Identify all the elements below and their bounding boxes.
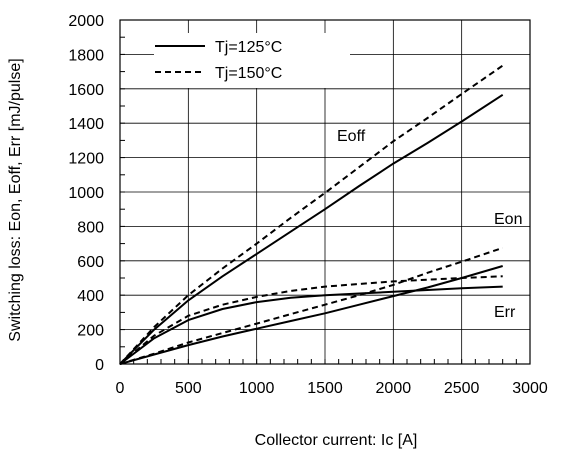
y-tick-label-200: 200 (77, 323, 104, 340)
series-line-err-150 (119, 275, 503, 365)
x-tick-label-2500: 2500 (444, 380, 480, 397)
legend: Tj=125°C Tj=150°C (154, 33, 350, 88)
y-axis-tick-labels: 0 200 400 600 800 1000 1200 1400 1600 1800 2000 (68, 13, 104, 374)
x-tick-label-500: 500 (175, 380, 202, 397)
y-axis-label: Switching loss: Eon, Eoff, Err [mJ/pulse… (7, 58, 24, 341)
y-tick-label-2000: 2000 (68, 13, 104, 30)
series-line-err-125 (119, 285, 503, 365)
x-tick-label-1500: 1500 (307, 380, 343, 397)
x-tick-label-3000: 3000 (512, 380, 548, 397)
y-tick-label-1200: 1200 (68, 151, 104, 168)
y-tick-label-1600: 1600 (68, 82, 104, 99)
y-tick-label-1400: 1400 (68, 116, 104, 133)
legend-background (154, 33, 350, 88)
y-tick-label-400: 400 (77, 288, 104, 305)
series-line-eoff-125 (119, 93, 504, 365)
x-axis-tick-labels: 0 500 1000 1500 2000 2500 3000 (116, 380, 548, 397)
y-tick-label-1800: 1800 (68, 47, 104, 64)
plot-frame (119, 19, 531, 365)
legend-label-125: Tj=125°C (215, 39, 282, 56)
x-axis-ticks (133, 359, 517, 364)
y-tick-label-0: 0 (95, 357, 104, 374)
series-line-eoff-150 (119, 64, 504, 365)
series-lines (119, 64, 504, 365)
legend-label-150: Tj=150°C (215, 65, 282, 82)
err-label: Err (494, 304, 516, 321)
y-tick-label-800: 800 (77, 219, 104, 236)
eoff-label: Eoff (337, 128, 366, 145)
x-axis-label: Collector current: Ic [A] (255, 432, 418, 449)
series-line-eon-150 (119, 246, 504, 365)
series-line-eon-125 (119, 265, 503, 365)
x-tick-label-1000: 1000 (239, 380, 275, 397)
y-axis-ticks (120, 36, 125, 348)
x-tick-label-0: 0 (116, 380, 125, 397)
eon-label: Eon (494, 211, 522, 228)
y-tick-label-600: 600 (77, 254, 104, 271)
x-tick-label-2000: 2000 (376, 380, 412, 397)
y-tick-label-1000: 1000 (68, 185, 104, 202)
